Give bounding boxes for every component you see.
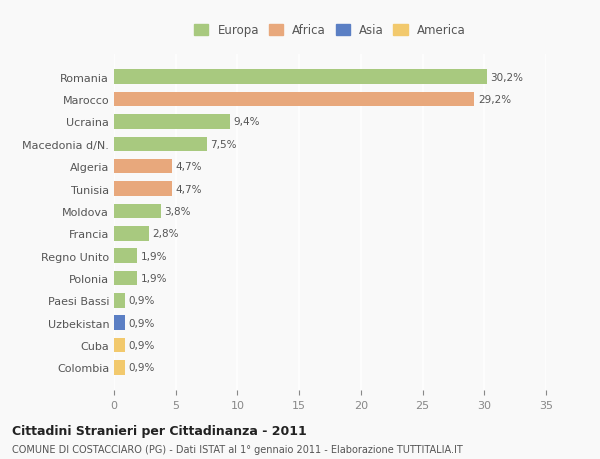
Legend: Europa, Africa, Asia, America: Europa, Africa, Asia, America: [191, 21, 469, 41]
Bar: [114, 360, 125, 375]
Bar: [114, 93, 475, 107]
Text: 9,4%: 9,4%: [234, 117, 260, 127]
Text: 3,8%: 3,8%: [164, 207, 191, 217]
Text: 30,2%: 30,2%: [490, 73, 523, 83]
Bar: [114, 271, 137, 285]
Bar: [114, 70, 487, 85]
Bar: [114, 204, 161, 218]
Text: 0,9%: 0,9%: [129, 318, 155, 328]
Bar: [114, 293, 125, 308]
Text: 2,8%: 2,8%: [152, 229, 179, 239]
Text: 4,7%: 4,7%: [176, 184, 202, 194]
Text: COMUNE DI COSTACCIARO (PG) - Dati ISTAT al 1° gennaio 2011 - Elaborazione TUTTIT: COMUNE DI COSTACCIARO (PG) - Dati ISTAT …: [12, 444, 463, 454]
Text: 1,9%: 1,9%: [141, 274, 167, 283]
Text: 0,9%: 0,9%: [129, 363, 155, 373]
Text: Cittadini Stranieri per Cittadinanza - 2011: Cittadini Stranieri per Cittadinanza - 2…: [12, 425, 307, 437]
Bar: [114, 338, 125, 353]
Bar: [114, 249, 137, 263]
Bar: [114, 115, 230, 129]
Text: 4,7%: 4,7%: [176, 162, 202, 172]
Bar: [114, 160, 172, 174]
Text: 1,9%: 1,9%: [141, 251, 167, 261]
Text: 29,2%: 29,2%: [478, 95, 511, 105]
Bar: [114, 137, 206, 152]
Text: 0,9%: 0,9%: [129, 341, 155, 350]
Text: 0,9%: 0,9%: [129, 296, 155, 306]
Bar: [114, 316, 125, 330]
Bar: [114, 227, 149, 241]
Text: 7,5%: 7,5%: [210, 140, 237, 150]
Bar: [114, 182, 172, 196]
